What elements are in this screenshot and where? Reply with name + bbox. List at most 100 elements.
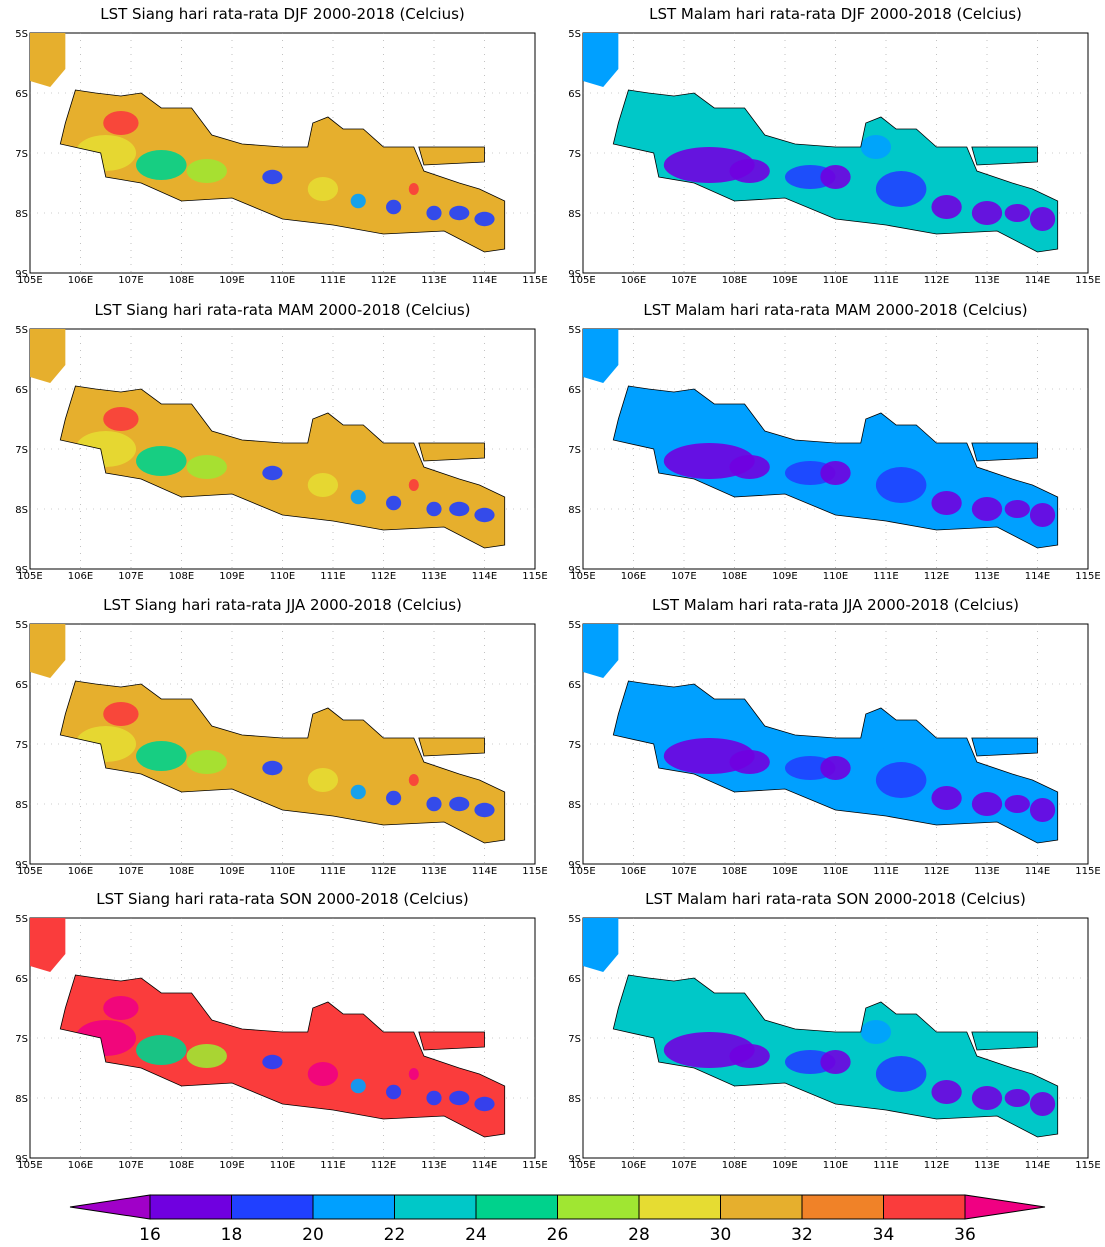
x-tick-label: 110E <box>823 866 848 877</box>
x-tick-label: 107E <box>118 275 143 286</box>
temperature-patch <box>449 796 470 812</box>
x-tick-label: 108E <box>169 1160 194 1171</box>
x-tick-label: 115E <box>1075 1160 1100 1171</box>
y-tick-label: 9S <box>15 860 28 871</box>
temperature-patch <box>426 501 442 517</box>
x-tick-label: 114E <box>1025 275 1050 286</box>
temperature-patch <box>307 177 339 201</box>
y-tick-label: 5S <box>568 914 581 925</box>
map-panel: LST Siang hari rata-rata DJF 2000-2018 (… <box>15 5 547 286</box>
temperature-patch <box>474 211 495 227</box>
temperature-patch <box>186 159 227 183</box>
x-tick-label: 112E <box>371 1160 396 1171</box>
x-tick-label: 115E <box>1075 571 1100 582</box>
temperature-patch <box>729 455 770 479</box>
x-tick-label: 105E <box>17 1160 42 1171</box>
x-tick-label: 105E <box>570 275 595 286</box>
temperature-patch <box>729 159 770 183</box>
land-pattern <box>663 431 1056 527</box>
y-tick-label: 5S <box>15 29 28 40</box>
x-tick-label: 111E <box>873 866 898 877</box>
temperature-patch <box>262 465 283 481</box>
x-tick-label: 113E <box>974 866 999 877</box>
x-tick-label: 110E <box>270 571 295 582</box>
land-madura <box>971 737 1038 757</box>
y-tick-label: 8S <box>568 800 581 811</box>
temperature-patch <box>474 1096 495 1112</box>
temperature-patch <box>103 702 139 726</box>
x-tick-label: 115E <box>1075 866 1100 877</box>
coastline <box>612 89 1059 253</box>
temperature-patch <box>875 171 927 207</box>
colorbar-low <box>69 1194 151 1220</box>
coastline <box>612 974 1059 1138</box>
x-tick-label: 114E <box>1025 1160 1050 1171</box>
colorbar-label: 30 <box>710 1225 732 1243</box>
x-tick-label: 106E <box>68 571 93 582</box>
colorbar-segment <box>394 1194 477 1220</box>
temperature-patch <box>186 455 227 479</box>
colorbar-label: 34 <box>873 1225 895 1243</box>
y-tick-label: 6S <box>568 680 581 691</box>
temperature-patch <box>820 1050 851 1074</box>
x-tick-label: 108E <box>722 866 747 877</box>
land-pattern <box>663 1020 1056 1116</box>
panel-title: LST Siang hari rata-rata DJF 2000-2018 (… <box>100 5 465 23</box>
temperature-patch <box>875 1056 927 1092</box>
x-tick-label: 113E <box>421 275 446 286</box>
temperature-patch <box>1029 798 1056 822</box>
y-tick-label: 8S <box>15 209 28 220</box>
x-tick-label: 114E <box>472 275 497 286</box>
x-tick-label: 115E <box>1075 275 1100 286</box>
land-sumatra <box>30 918 66 972</box>
x-tick-label: 110E <box>270 275 295 286</box>
y-tick-label: 6S <box>568 385 581 396</box>
temperature-patch <box>386 1084 402 1100</box>
land-sumatra <box>583 918 619 972</box>
temperature-patch <box>474 507 495 523</box>
temperature-patch <box>820 165 851 189</box>
x-tick-label: 112E <box>371 571 396 582</box>
x-tick-label: 105E <box>17 275 42 286</box>
colorbar-label: 16 <box>139 1225 161 1243</box>
land-pattern <box>663 135 1056 231</box>
colorbar-label: 24 <box>465 1225 487 1243</box>
colorbar: 16 18 20 22 24 26 28 30 32 34 36 <box>69 1194 1046 1245</box>
temperature-patch <box>426 796 442 812</box>
temperature-patch <box>136 446 187 476</box>
y-tick-label: 9S <box>15 1154 28 1165</box>
y-tick-label: 6S <box>15 680 28 691</box>
land-madura <box>418 146 485 166</box>
y-tick-label: 5S <box>15 914 28 925</box>
land-sumatra <box>583 33 619 87</box>
x-tick-label: 111E <box>320 866 345 877</box>
land-madura <box>418 1031 485 1051</box>
x-tick-label: 107E <box>118 1160 143 1171</box>
x-tick-label: 112E <box>924 275 949 286</box>
colorbar-label: 28 <box>628 1225 650 1243</box>
temperature-patch <box>875 467 927 503</box>
map-panel: LST Siang hari rata-rata SON 2000-2018 (… <box>15 890 547 1171</box>
y-tick-label: 6S <box>568 89 581 100</box>
y-tick-label: 8S <box>15 800 28 811</box>
x-tick-label: 108E <box>722 275 747 286</box>
temperature-patch <box>350 193 366 209</box>
temperature-patch <box>931 786 962 810</box>
temperature-patch <box>408 183 419 195</box>
y-tick-label: 5S <box>568 29 581 40</box>
land-pattern <box>663 726 1056 822</box>
land-sumatra <box>30 329 66 383</box>
y-tick-label: 6S <box>568 974 581 985</box>
x-tick-label: 110E <box>270 1160 295 1171</box>
x-tick-label: 106E <box>621 1160 646 1171</box>
temperature-patch <box>1004 500 1030 518</box>
y-tick-label: 9S <box>568 1154 581 1165</box>
temperature-patch <box>103 407 139 431</box>
coastline <box>59 974 506 1138</box>
coastline <box>59 385 506 549</box>
temperature-patch <box>931 1080 962 1104</box>
temperature-patch <box>875 762 927 798</box>
temperature-patch <box>931 195 962 219</box>
colorbar-label: 32 <box>791 1225 813 1243</box>
temperature-patch <box>262 169 283 185</box>
